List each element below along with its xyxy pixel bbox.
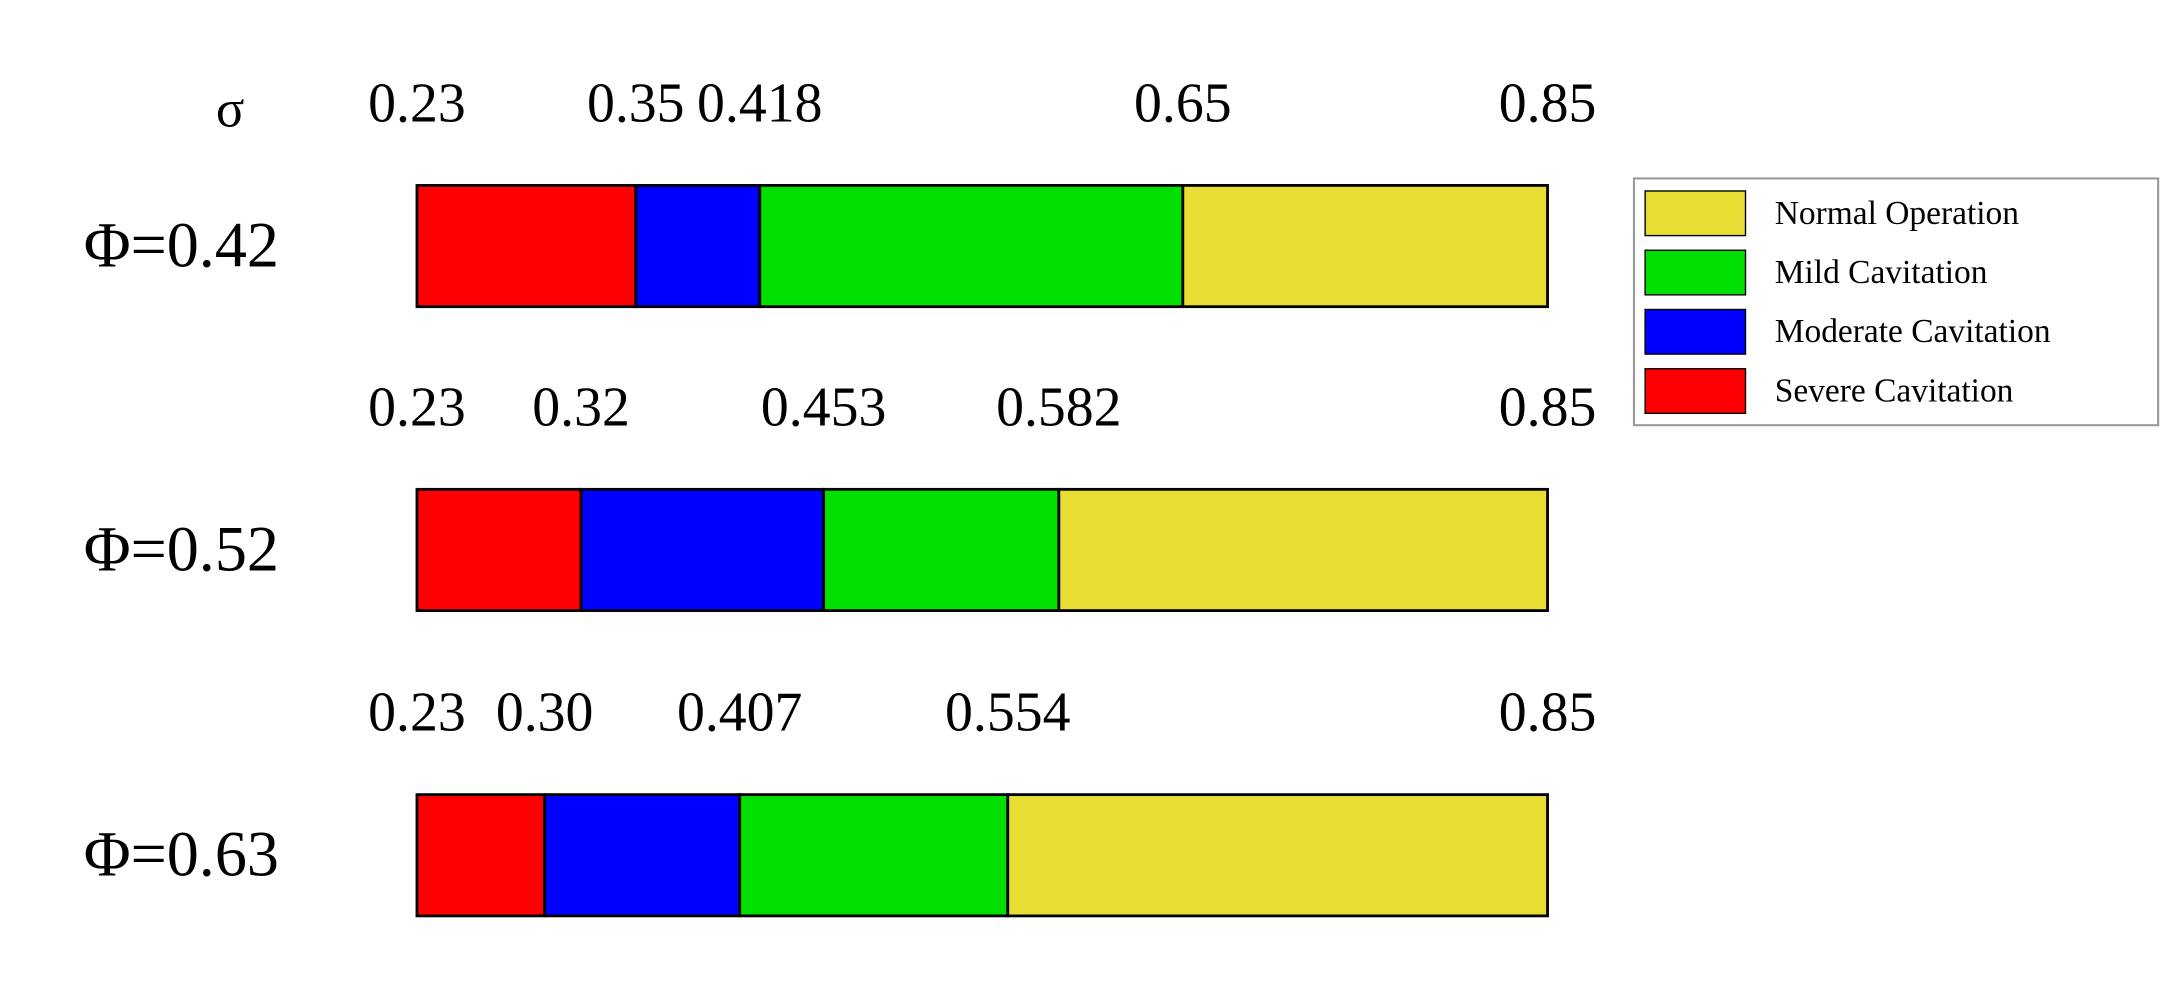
row-label: Φ=0.63 <box>84 819 279 890</box>
legend-swatch <box>1644 308 1747 355</box>
segment <box>822 487 1061 612</box>
boundary-label: 0.554 <box>945 682 1070 744</box>
boundary-label: 0.23 <box>368 376 466 438</box>
segment <box>758 184 1185 309</box>
legend-label: Normal Operation <box>1775 195 2019 232</box>
segment <box>1057 487 1549 612</box>
legend-swatch <box>1644 368 1747 415</box>
row-label: Φ=0.42 <box>84 209 279 280</box>
boundary-label: 0.582 <box>996 376 1121 438</box>
boundary-label: 0.418 <box>697 73 822 135</box>
segment <box>1006 793 1549 918</box>
legend-label: Moderate Cavitation <box>1775 313 2051 350</box>
segment <box>579 487 825 612</box>
legend-label: Mild Cavitation <box>1775 254 1988 291</box>
boundary-label: 0.35 <box>587 73 685 135</box>
segment <box>1181 184 1549 309</box>
boundary-label: 0.85 <box>1499 73 1597 135</box>
boundary-label: 0.85 <box>1499 376 1597 438</box>
axis-label: σ <box>216 80 245 138</box>
boundary-label: 0.30 <box>496 682 594 744</box>
legend-label: Severe Cavitation <box>1775 372 2014 409</box>
legend-swatch <box>1644 190 1747 237</box>
boundary-label: 0.32 <box>532 376 630 438</box>
segment <box>415 487 583 612</box>
boundary-label: 0.65 <box>1134 73 1232 135</box>
legend-swatch <box>1644 249 1747 296</box>
segment <box>415 793 546 918</box>
row-label: Φ=0.52 <box>84 513 279 584</box>
segment <box>738 793 1010 918</box>
boundary-label: 0.453 <box>761 376 886 438</box>
segment <box>415 184 638 309</box>
boundary-label: 0.85 <box>1499 682 1597 744</box>
boundary-label: 0.23 <box>368 73 466 135</box>
boundary-label: 0.407 <box>677 682 802 744</box>
segment <box>634 184 762 309</box>
boundary-label: 0.23 <box>368 682 466 744</box>
segment <box>543 793 742 918</box>
